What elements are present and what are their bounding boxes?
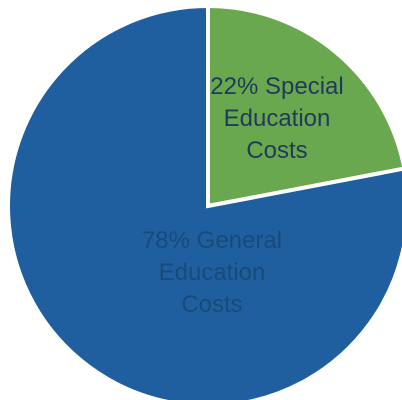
data-label-line: 22% Special xyxy=(210,73,343,100)
data-label-line: Costs xyxy=(181,291,242,318)
data-label-line: Education xyxy=(224,105,331,132)
pie-data-labels: 22% Special Education Costs 78% General Educ… xyxy=(142,73,344,318)
data-label-special-education: 22% Special Education Costs xyxy=(210,73,343,164)
pie-slices xyxy=(6,3,402,400)
data-label-line: Costs xyxy=(246,137,307,164)
pie-slice-general-education xyxy=(6,3,402,400)
pie-slice-special-education xyxy=(206,3,402,209)
data-label-line: 78% General xyxy=(142,227,282,254)
data-label-general-education: 78% General Education Costs xyxy=(142,227,282,318)
data-label-line: Education xyxy=(159,259,266,286)
